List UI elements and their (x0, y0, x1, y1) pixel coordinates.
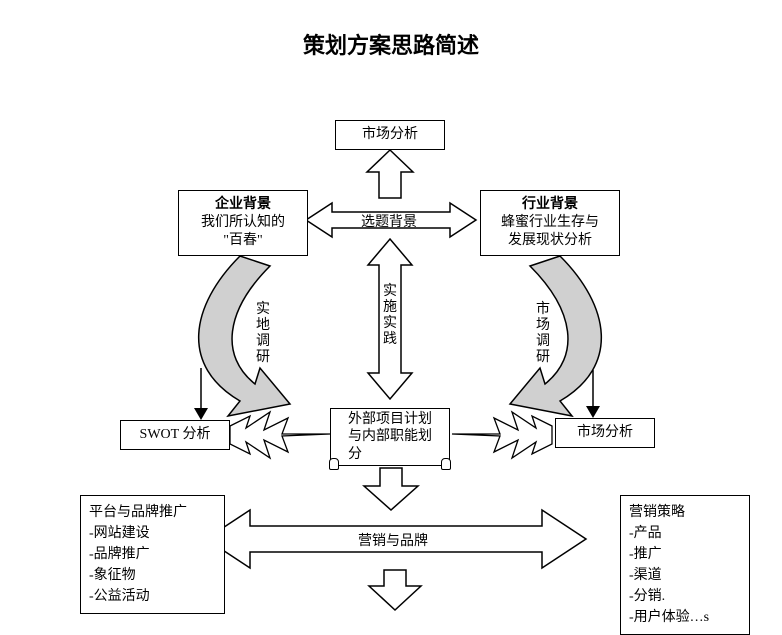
label-field-research: 实 地 调 研 (256, 302, 270, 366)
page-title: 策划方案思路简述 (0, 28, 782, 60)
list-title: 营销策略 (629, 502, 741, 523)
list-item: -推广 (629, 544, 741, 565)
list-item: -分销. (629, 586, 741, 607)
node-title: 企业背景 (215, 196, 271, 214)
list-item: -象征物 (89, 565, 216, 586)
arrow-down-bottom-icon (369, 570, 421, 610)
node-label: SWOT 分析 (140, 426, 211, 444)
node-industry-background: 行业背景 蜂蜜行业生存与 发展现状分析 (480, 190, 620, 256)
char: 研 (536, 350, 550, 366)
list-item: -品牌推广 (89, 544, 216, 565)
char: 地 (256, 318, 270, 334)
list-item: -网站建设 (89, 523, 216, 544)
arrow-down-mid-icon (364, 468, 418, 510)
node-market-analysis-right: 市场分析 (555, 418, 655, 448)
char: 实 (383, 316, 397, 332)
node-enterprise-background: 企业背景 我们所认知的 "百春" (178, 190, 308, 256)
node-title: 行业背景 (522, 196, 578, 214)
label-market-research: 市 场 调 研 (536, 302, 550, 366)
node-label: 市场分析 (362, 126, 418, 144)
list-item: -渠道 (629, 565, 741, 586)
thin-arrow-left-icon (194, 368, 208, 420)
list-title: 平台与品牌推广 (89, 502, 216, 523)
char: 场 (536, 318, 550, 334)
node-topic-background: 选题背景 (361, 211, 417, 231)
node-line: 分 (348, 446, 432, 464)
list-item: -公益活动 (89, 586, 216, 607)
node-marketing-strategy-list: 营销策略 -产品 -推广 -渠道 -分销. -用户体验…s (620, 495, 750, 635)
node-plan-division: 外部项目计划 与内部职能划 分 (330, 408, 450, 466)
node-line: "百春" (223, 232, 262, 250)
char: 研 (256, 350, 270, 366)
char: 调 (536, 334, 550, 350)
char: 施 (383, 300, 397, 316)
thin-arrow-right-icon (586, 370, 600, 418)
node-line: 外部项目计划 (348, 411, 432, 429)
char: 实 (256, 302, 270, 318)
list-item: -产品 (629, 523, 741, 544)
node-practice-label: 实 施 实 践 (383, 284, 397, 348)
zigzag-arrow-left-icon (230, 406, 330, 462)
zigzag-arrow-right-icon (452, 406, 552, 462)
char: 践 (383, 332, 397, 348)
node-marketing-brand: 营销与品牌 (358, 530, 428, 550)
char: 市 (536, 302, 550, 318)
list-item: -用户体验…s (629, 607, 741, 628)
node-line: 发展现状分析 (508, 232, 592, 250)
node-line: 与内部职能划 (348, 428, 432, 446)
arrow-up-icon (367, 150, 413, 198)
node-label: 市场分析 (577, 424, 633, 442)
node-line: 蜂蜜行业生存与 (501, 214, 599, 232)
char: 调 (256, 334, 270, 350)
node-platform-brand-list: 平台与品牌推广 -网站建设 -品牌推广 -象征物 -公益活动 (80, 495, 225, 614)
node-swot: SWOT 分析 (120, 420, 230, 450)
node-line: 我们所认知的 (201, 214, 285, 232)
char: 实 (383, 284, 397, 300)
node-market-analysis-top: 市场分析 (335, 120, 445, 150)
